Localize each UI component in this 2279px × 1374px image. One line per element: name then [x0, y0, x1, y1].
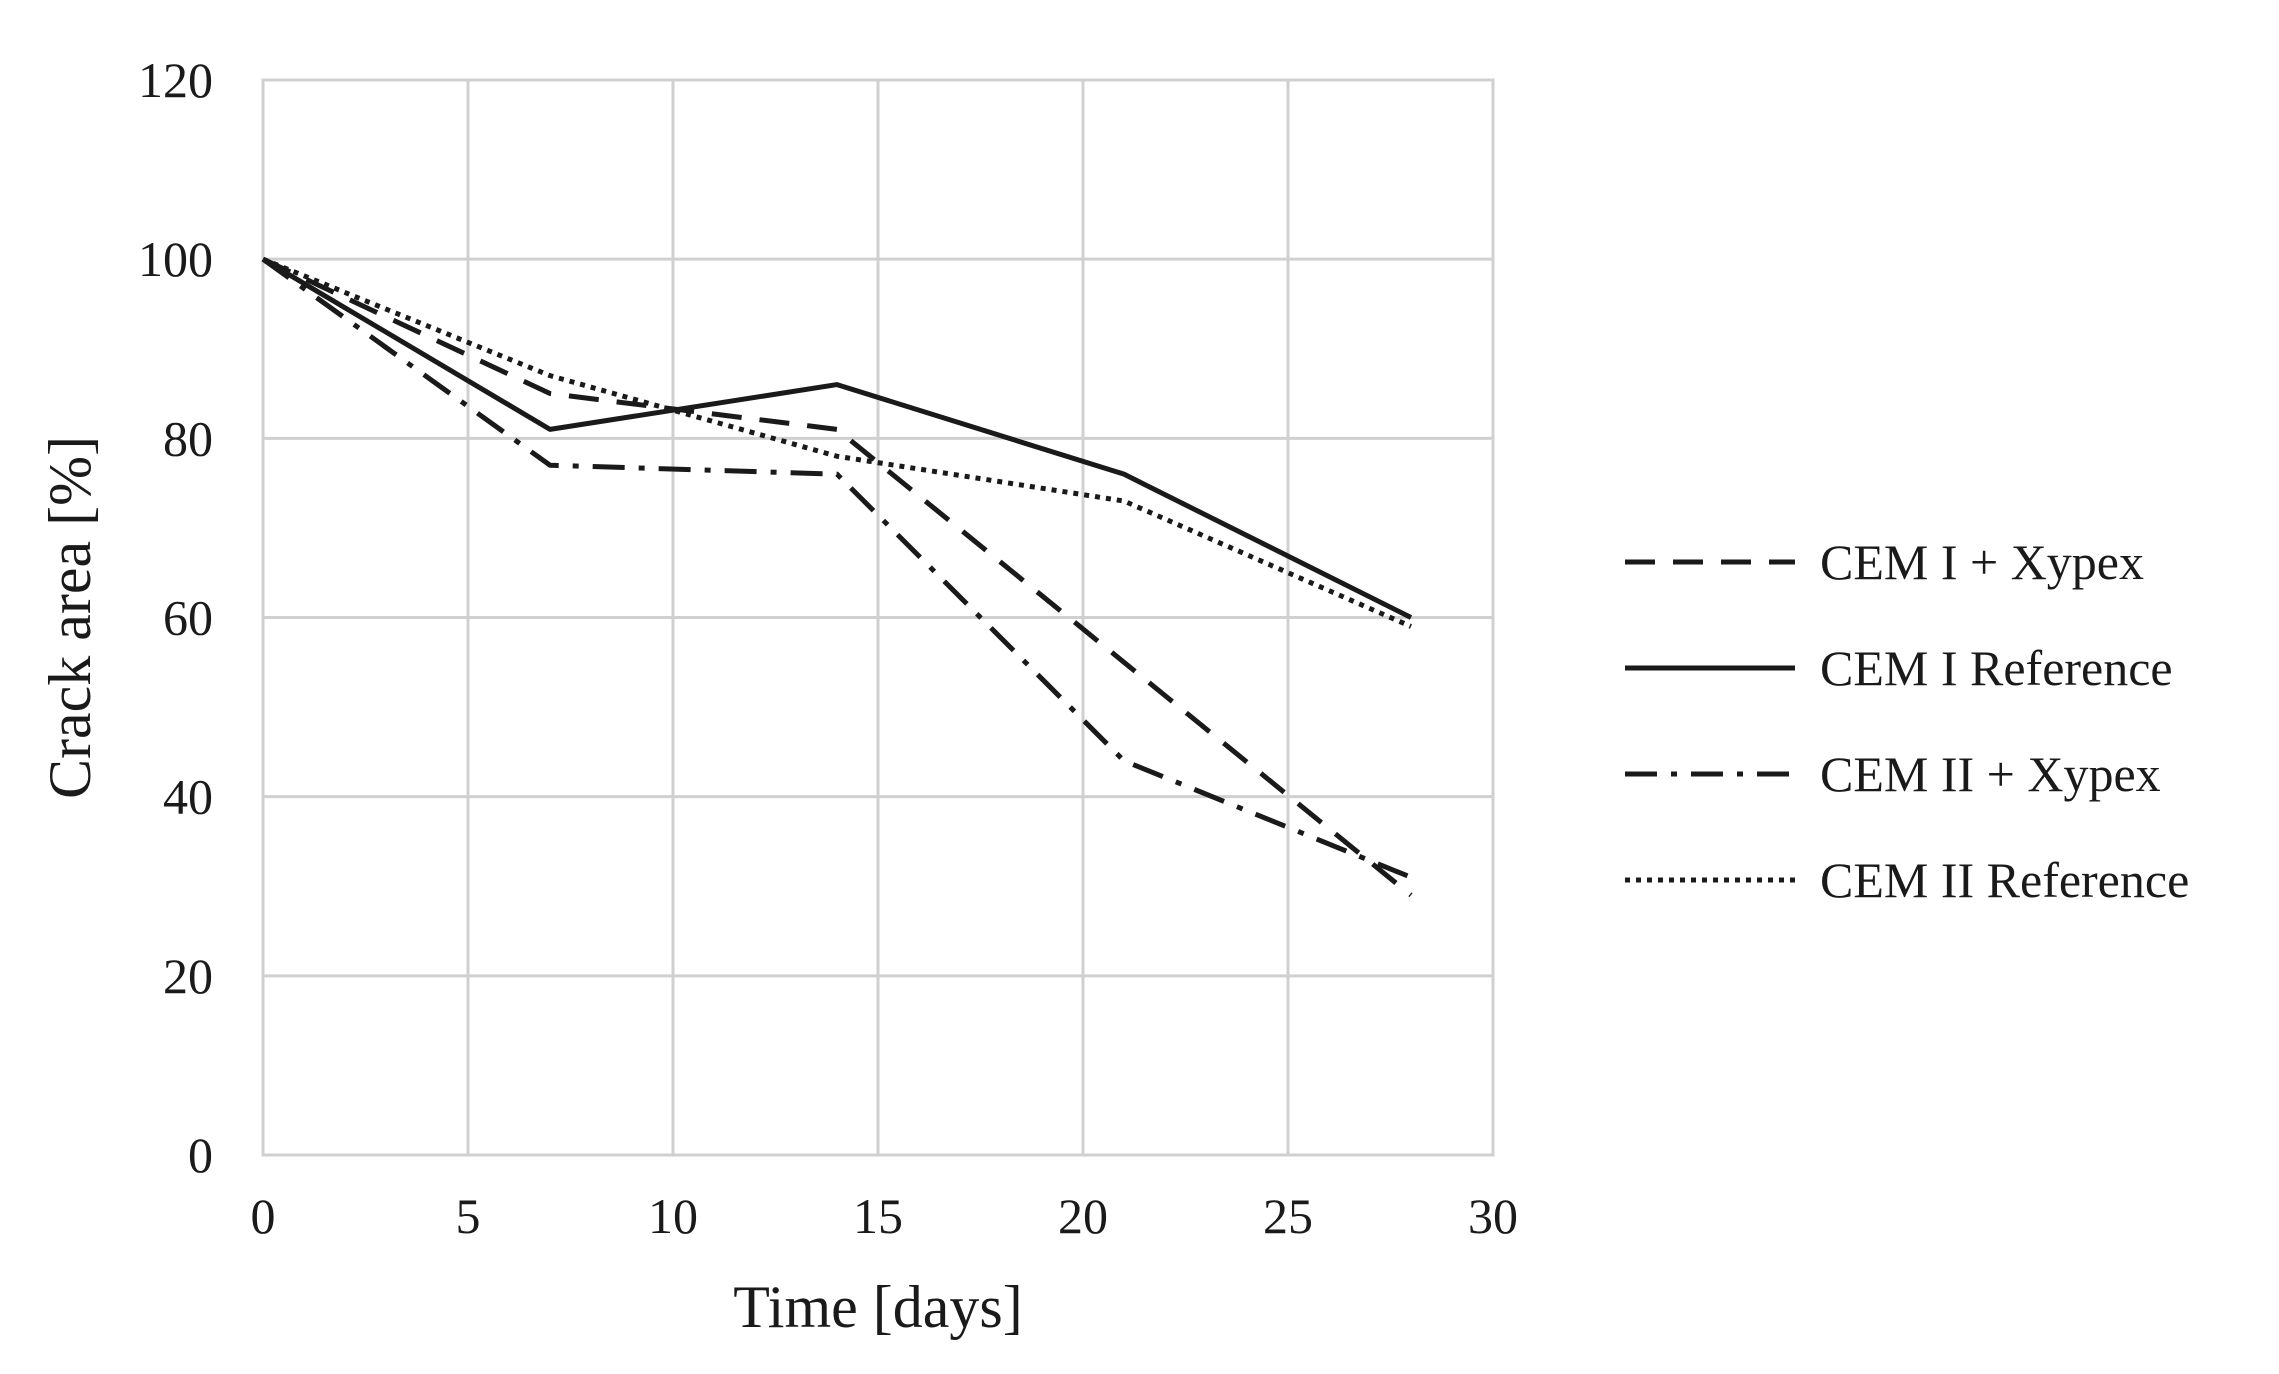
series-line-4	[262, 256, 1413, 629]
x-tick-label: 25	[1263, 1188, 1313, 1244]
y-axis-title: Crack area [%]	[37, 436, 103, 799]
legend: CEM I + Xypex CEM I Reference CEM II + Xyp…	[1625, 534, 2189, 908]
y-tick-label: 40	[163, 769, 213, 825]
x-axis-title: Time [days]	[733, 1274, 1022, 1340]
series-line-3	[261, 257, 1412, 880]
legend-label-1: CEM I + Xypex	[1820, 534, 2144, 590]
x-tick-label: 5	[456, 1188, 481, 1244]
x-tick-label: 0	[251, 1188, 276, 1244]
y-tick-label: 100	[138, 231, 213, 287]
y-tick-label: 20	[163, 948, 213, 1004]
x-tick-label: 20	[1058, 1188, 1108, 1244]
series-lines	[261, 256, 1413, 898]
series-line-2	[261, 257, 1413, 620]
y-tick-label: 80	[163, 410, 213, 466]
x-tick-label: 15	[853, 1188, 903, 1244]
legend-label-3: CEM II + Xypex	[1820, 746, 2161, 802]
y-tick-label: 0	[188, 1127, 213, 1183]
x-tick-label: 30	[1468, 1188, 1518, 1244]
x-tick-label: 10	[648, 1188, 698, 1244]
plot-area-frame	[261, 78, 1495, 1157]
series-line-1	[261, 256, 1413, 898]
y-tick-label: 120	[138, 52, 213, 108]
legend-label-4: CEM II Reference	[1820, 852, 2189, 908]
legend-label-2: CEM I Reference	[1820, 640, 2173, 696]
axis-ticks: 0 20 40 60 80 100 120 0 5 10 15 20 25 30	[138, 52, 1518, 1244]
y-tick-label: 60	[163, 590, 213, 646]
